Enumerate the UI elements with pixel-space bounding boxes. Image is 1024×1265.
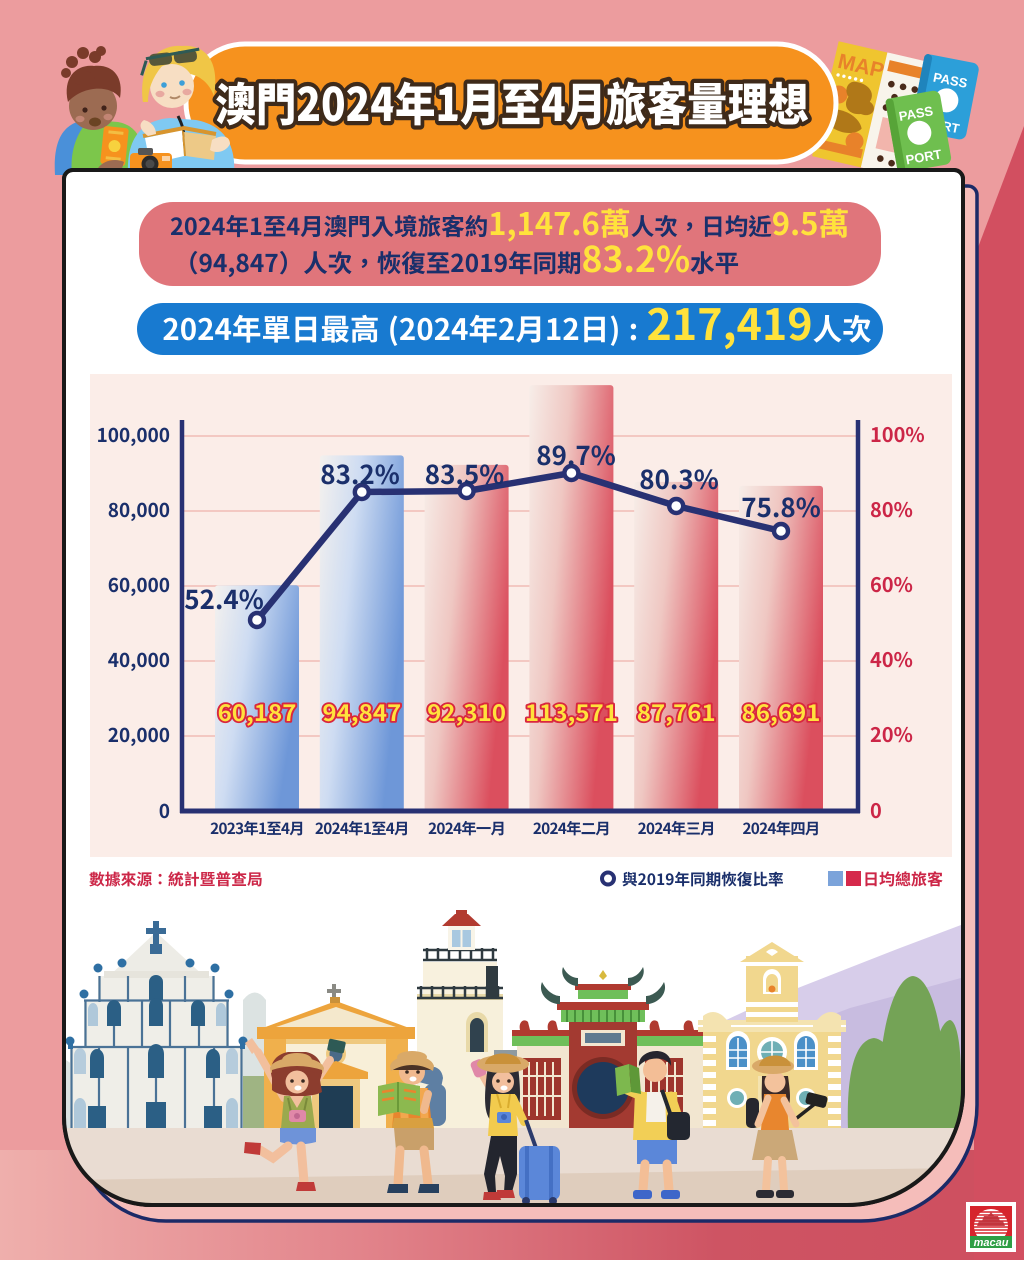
- svg-text:macau: macau: [974, 1237, 1009, 1249]
- svg-text:PASS: PASS: [898, 103, 935, 124]
- svg-text:PORT: PORT: [904, 146, 942, 167]
- svg-text:PASS: PASS: [932, 70, 969, 91]
